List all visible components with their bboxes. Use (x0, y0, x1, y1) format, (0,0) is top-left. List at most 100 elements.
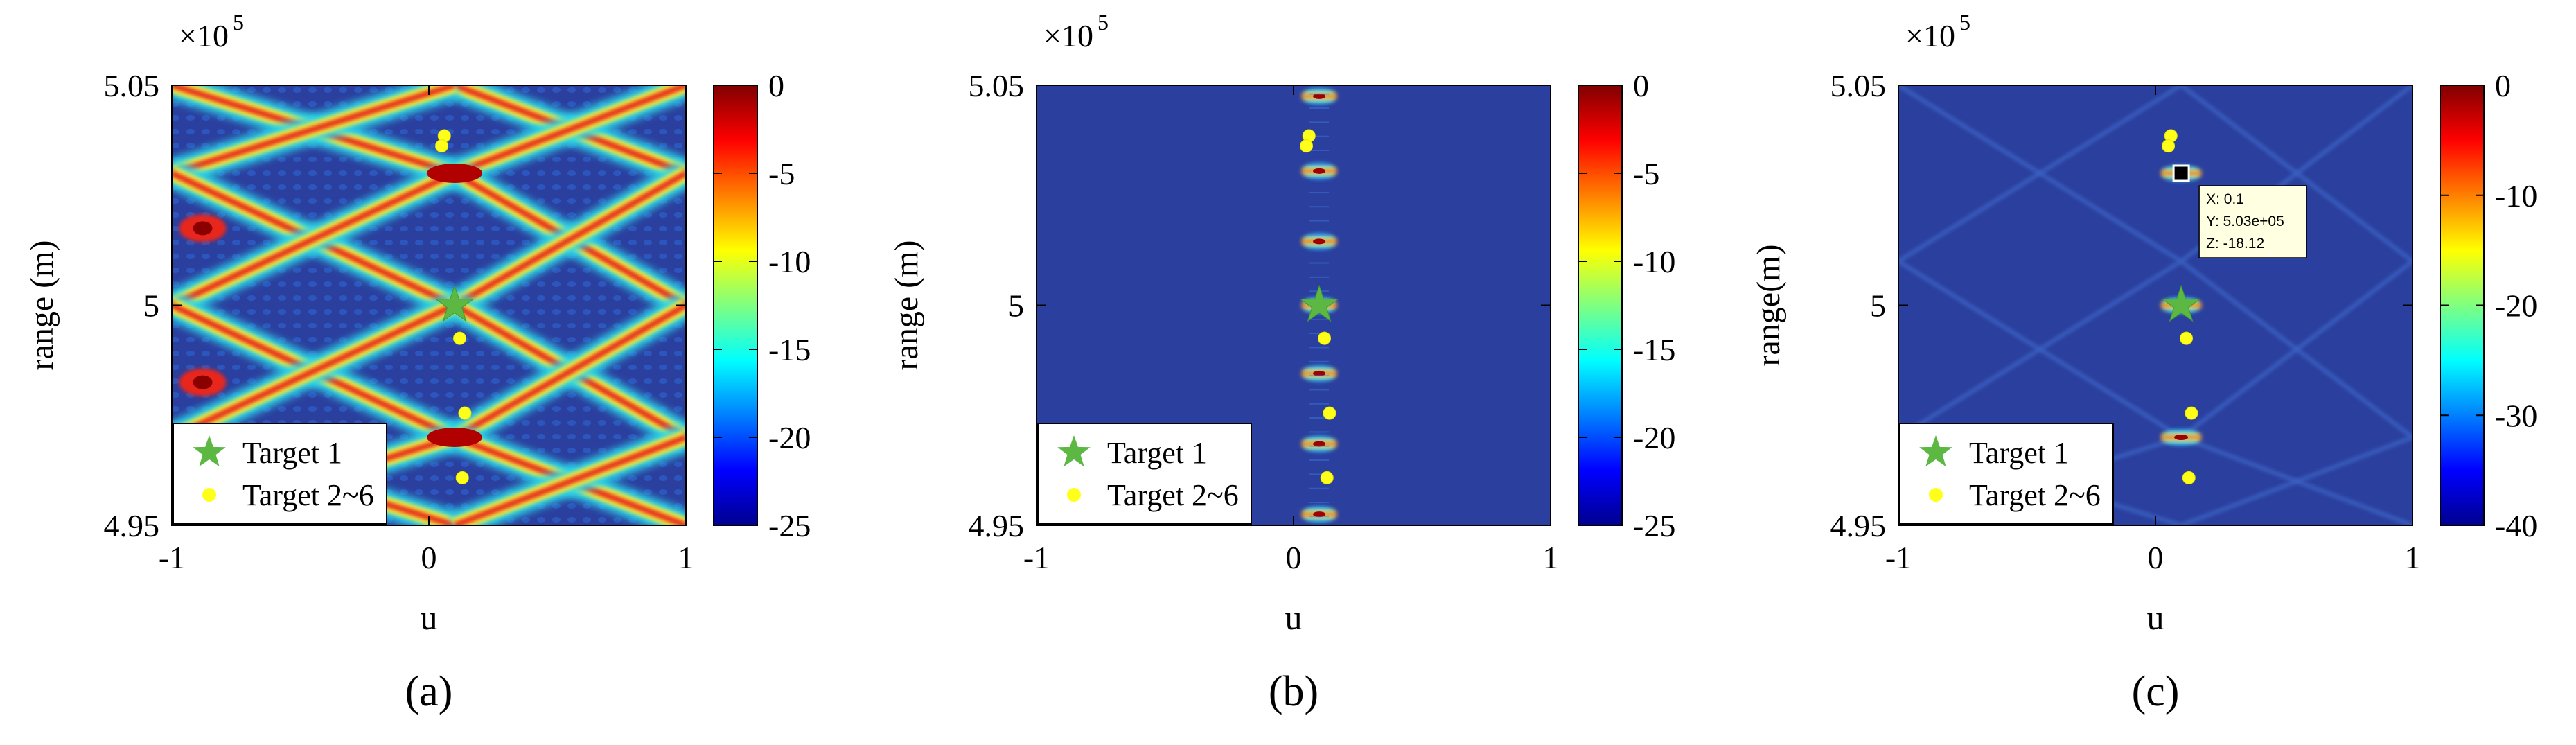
y-scale-exponent: 5 (1097, 10, 1109, 35)
legend-dot-icon (202, 488, 216, 502)
range-sidelobe (1309, 191, 1330, 193)
target-marker-2to6 (2162, 139, 2176, 153)
colorbar-tick-label: -25 (768, 508, 811, 543)
colorbar-tick-label: 0 (768, 68, 784, 103)
colorbar (1578, 85, 1623, 526)
range-sidelobe (1309, 318, 1330, 320)
range-peak-core (1313, 168, 1326, 174)
target-1-star (435, 284, 475, 322)
faint-sidelobe (2180, 435, 2412, 525)
target-marker-2to6 (1320, 471, 1334, 484)
target-marker-2to6 (2185, 406, 2198, 420)
legend-entry-target-2-6: Target 2~6 (242, 478, 374, 512)
range-sidelobe (1309, 135, 1330, 137)
range-sidelobe (1309, 206, 1330, 208)
faint-sidelobe (2180, 85, 2412, 263)
y-tick-label: 4.95 (104, 508, 160, 543)
y-axis-label: range(m) (1750, 245, 1787, 367)
sidelobe-band (452, 302, 686, 440)
colorbar-tick-label: 0 (2495, 68, 2511, 103)
range-peak-core (1313, 441, 1326, 447)
datatip-line: Z: -18.12 (2206, 236, 2264, 252)
range-peak-core (1313, 238, 1326, 245)
range-sidelobe (1309, 445, 1330, 447)
colorbar-tick-label: 0 (1633, 68, 1649, 103)
sidelobe-band (452, 170, 686, 308)
range-sidelobe (1309, 516, 1330, 518)
datatip: X: 0.1 Y: 5.03e+05 Z: -18.12 (2198, 185, 2307, 258)
edge-peak-core (193, 221, 213, 236)
datatip-line: Y: 5.03e+05 (2206, 213, 2284, 229)
datatip-box (2198, 185, 2307, 258)
sidelobe-band (172, 170, 457, 308)
y-scale-note: ×10 (179, 18, 229, 53)
range-sidelobe (1309, 234, 1330, 236)
target-marker-2to6 (2180, 331, 2194, 345)
x-tick-label: -1 (1885, 540, 1912, 575)
datatip-marker[interactable] (2172, 164, 2190, 182)
range-sidelobe (1309, 164, 1330, 166)
panel-c: X: 0.1Y: 5.03e+05Z: -18.12-1 0 14.9555.05×… (1750, 10, 2537, 715)
legend-entry-target-1: Target 1 (1969, 436, 2069, 470)
colorbar-tick-label: -15 (768, 332, 811, 367)
range-peak-core (1313, 370, 1326, 376)
legend-dot-icon (1929, 488, 1943, 502)
target-marker-2to6 (458, 406, 472, 420)
faint-sidelobe (1898, 85, 2182, 263)
target-1-star (2162, 284, 2201, 322)
legend-entry-target-1: Target 1 (242, 436, 342, 470)
range-sidelobe (1309, 473, 1330, 475)
range-sidelobe (1309, 93, 1330, 95)
range-sidelobe (1309, 417, 1330, 419)
x-tick-label: 1 (1543, 540, 1559, 575)
x-tick-label: 1 (2405, 540, 2421, 575)
range-sidelobe (1309, 177, 1330, 179)
target-marker-2to6 (455, 471, 469, 484)
faint-sidelobe (2180, 260, 2412, 439)
range-sidelobe (1309, 375, 1330, 377)
range-peak-core (1313, 93, 1326, 99)
range-sidelobe (1309, 107, 1330, 109)
target-1-star (1300, 284, 1339, 322)
colorbar-tick-label: -10 (768, 244, 811, 279)
y-tick-label: 4.95 (1830, 508, 1887, 543)
heatmap-layer (1898, 85, 2412, 525)
range-sidelobe (1309, 501, 1330, 503)
y-tick-label: 5 (143, 288, 159, 324)
legend-entry-target-2-6: Target 2~6 (1107, 478, 1239, 512)
legend-star-icon (1919, 435, 1952, 467)
y-tick-label: 5.05 (969, 68, 1025, 103)
range-sidelobe (1309, 121, 1330, 123)
x-tick-label: 0 (421, 540, 437, 575)
target-marker-2to6 (1300, 139, 1314, 153)
main-peak (427, 428, 483, 447)
x-tick-label: 0 (2148, 540, 2164, 575)
range-sidelobe (1309, 276, 1330, 278)
sidelobe-band (453, 85, 686, 177)
range-sidelobe (1309, 333, 1330, 335)
y-axis-label: range (m) (888, 240, 925, 371)
colorbar (713, 85, 758, 526)
range-peak-core (2174, 435, 2189, 440)
y-tick-label: 5.05 (104, 68, 160, 103)
main-peak (427, 164, 483, 183)
legend-box (1899, 423, 2114, 525)
colorbar-tick-label: -10 (2495, 178, 2537, 213)
colorbar-tick-label: -25 (1633, 508, 1675, 543)
heatmap-layer (172, 85, 686, 525)
x-tick-label: 1 (678, 540, 694, 575)
y-tick-label: 5.05 (1830, 68, 1887, 103)
x-tick-label: -1 (1023, 540, 1050, 575)
panel-label: (a) (405, 668, 453, 715)
legend-dot-icon (1067, 488, 1081, 502)
range-sidelobe (1309, 220, 1330, 222)
y-tick-label: 5 (1870, 288, 1886, 324)
y-tick-label: 5 (1008, 288, 1024, 324)
y-scale-note: ×10 (1905, 18, 1955, 53)
colorbar-tick-label: -10 (1633, 244, 1675, 279)
x-axis-label: u (1285, 598, 1303, 637)
range-sidelobe (1309, 149, 1330, 151)
y-axis-label: range (m) (24, 240, 60, 371)
range-sidelobe (1309, 360, 1330, 362)
